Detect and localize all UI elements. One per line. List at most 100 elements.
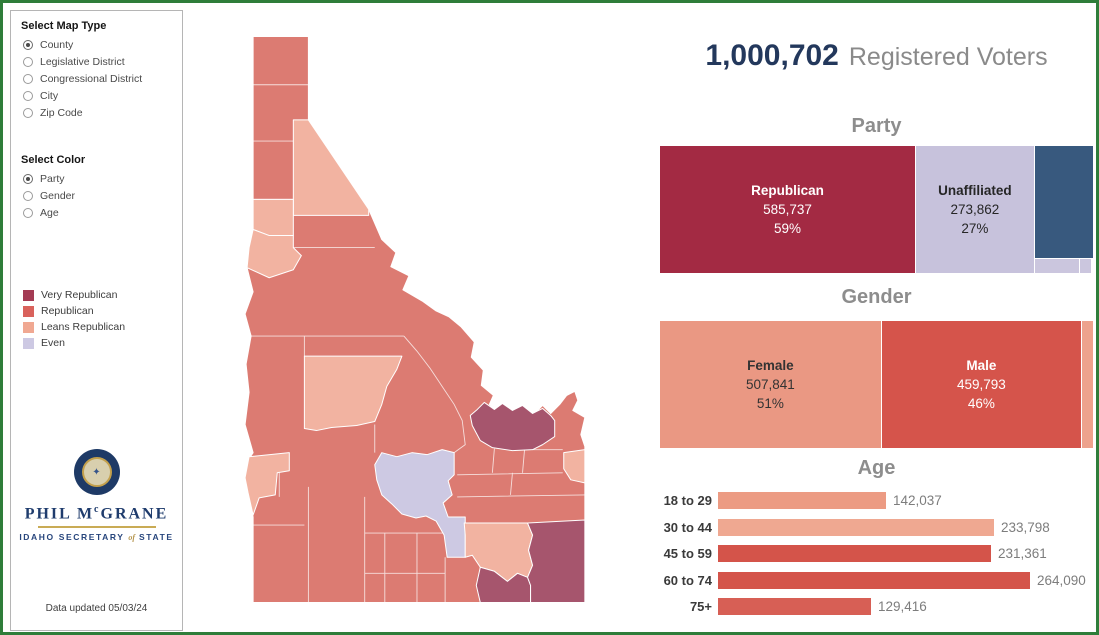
radio-option-maptype-city[interactable]: City bbox=[21, 90, 176, 102]
legend-swatch bbox=[23, 321, 34, 333]
party-minor-column bbox=[1034, 146, 1093, 273]
idaho-map-svg bbox=[244, 35, 586, 603]
segment-name: Female bbox=[747, 357, 794, 373]
idaho-county-map bbox=[231, 21, 613, 627]
age-value-label: 231,361 bbox=[998, 546, 1047, 561]
radio-unselected-icon[interactable] bbox=[23, 91, 33, 101]
segment-value: 507,841 bbox=[746, 376, 795, 392]
registered-voters-header: 1,000,702 Registered Voters bbox=[660, 39, 1093, 73]
segment-value: 459,793 bbox=[957, 376, 1006, 392]
age-row-30-to-44: 30 to 44 233,798 bbox=[660, 518, 1099, 536]
idaho-state-seal-icon: ✦ bbox=[73, 449, 120, 495]
radio-option-maptype-zip-code[interactable]: Zip Code bbox=[21, 107, 176, 119]
legend-item-republican[interactable]: Republican bbox=[23, 305, 176, 317]
legend-label: Republican bbox=[41, 305, 94, 317]
legend-item-very-republican[interactable]: Very Republican bbox=[23, 289, 176, 301]
party-minor-segment[interactable] bbox=[1034, 146, 1093, 258]
radio-option-colorby-gender[interactable]: Gender bbox=[21, 190, 176, 202]
radio-option-label: Gender bbox=[40, 190, 76, 202]
party-minor-footer bbox=[1034, 258, 1093, 273]
age-value-label: 129,416 bbox=[878, 599, 927, 614]
radio-selected-icon[interactable] bbox=[23, 174, 33, 184]
gender-segment-female[interactable]: Female 507,841 51% bbox=[660, 321, 881, 448]
segment-labels: Unaffiliated 273,862 27% bbox=[938, 181, 1012, 238]
party-tiny-segment[interactable] bbox=[1080, 258, 1092, 273]
age-value-label: 264,090 bbox=[1037, 572, 1086, 588]
voter-count: 1,000,702 bbox=[705, 39, 839, 72]
party-tiny-segment[interactable] bbox=[1034, 258, 1080, 273]
party-segment-unaffiliated[interactable]: Unaffiliated 273,862 27% bbox=[916, 146, 1034, 273]
radio-unselected-icon[interactable] bbox=[23, 57, 33, 67]
age-bar[interactable] bbox=[718, 545, 991, 562]
radio-option-maptype-congressional-district[interactable]: Congressional District bbox=[21, 73, 176, 85]
age-bar[interactable] bbox=[718, 518, 994, 536]
segment-percent: 27% bbox=[961, 221, 989, 237]
radio-option-label: County bbox=[40, 39, 74, 51]
legend-swatch bbox=[23, 337, 34, 349]
map-region-nw-lower[interactable] bbox=[246, 229, 302, 279]
segment-name: Republican bbox=[751, 182, 824, 198]
segment-percent: 59% bbox=[773, 221, 802, 237]
age-bar[interactable] bbox=[718, 598, 871, 615]
age-row-45-to-59: 45 to 59 231,361 bbox=[660, 545, 1099, 562]
secretary-subtitle: Idaho Secretary of State bbox=[11, 532, 182, 542]
age-bar[interactable] bbox=[718, 492, 886, 509]
map-region-se-dark[interactable] bbox=[527, 519, 586, 603]
radio-option-maptype-legislative-district[interactable]: Legislative District bbox=[21, 56, 176, 68]
age-row-60-to-74: 60 to 74 264,090 bbox=[660, 571, 1099, 589]
map-region-west-edge[interactable] bbox=[244, 452, 290, 516]
voter-count-label: Registered Voters bbox=[848, 43, 1048, 71]
age-category-label: 60 to 74 bbox=[663, 572, 712, 588]
map-region-nw-mid[interactable] bbox=[252, 198, 294, 237]
segment-value: 585,737 bbox=[763, 201, 812, 217]
map-region-ne-dark[interactable] bbox=[469, 401, 556, 452]
color-by-options: Party Gender Age bbox=[21, 173, 176, 219]
gender-section-title: Gender bbox=[841, 286, 912, 308]
radio-option-label: Party bbox=[40, 173, 65, 185]
radio-option-maptype-county[interactable]: County bbox=[21, 39, 176, 51]
legend-item-leans-republican[interactable]: Leans Republican bbox=[23, 321, 176, 333]
color-by-group: Select Color Party Gender Age bbox=[21, 154, 176, 224]
party-segment-republican[interactable]: Republican 585,737 59% bbox=[660, 146, 916, 273]
party-treemap: Republican 585,737 59% Unaffiliated 273,862 2… bbox=[660, 146, 1093, 273]
age-category-label: 75+ bbox=[689, 599, 712, 614]
legend-label: Very Republican bbox=[41, 289, 118, 301]
segment-labels: Female 507,841 51% bbox=[746, 356, 795, 413]
map-region-east-edge[interactable] bbox=[563, 449, 586, 484]
radio-unselected-icon[interactable] bbox=[23, 108, 33, 118]
gender-minor-segment[interactable] bbox=[1082, 321, 1093, 448]
name-main: Phil M bbox=[24, 505, 95, 523]
legend-swatch bbox=[23, 289, 34, 301]
radio-unselected-icon[interactable] bbox=[23, 191, 33, 201]
radio-option-label: Congressional District bbox=[40, 73, 143, 85]
radio-unselected-icon[interactable] bbox=[23, 208, 33, 218]
age-category-label: 45 to 59 bbox=[663, 546, 712, 561]
radio-unselected-icon[interactable] bbox=[23, 74, 33, 84]
radio-option-colorby-party[interactable]: Party bbox=[21, 173, 176, 185]
map-region-center-west[interactable] bbox=[303, 355, 403, 432]
segment-name: Male bbox=[966, 357, 997, 373]
legend-swatch bbox=[23, 305, 34, 317]
segment-labels: Male 459,793 46% bbox=[957, 356, 1006, 413]
age-bar[interactable] bbox=[718, 571, 1030, 589]
gender-minor-column bbox=[1082, 321, 1093, 448]
party-section-title: Party bbox=[851, 115, 902, 137]
segment-value: 273,862 bbox=[950, 201, 1000, 217]
radio-option-label: Legislative District bbox=[40, 56, 125, 68]
gender-segment-male[interactable]: Male 459,793 46% bbox=[881, 321, 1081, 448]
radio-option-colorby-age[interactable]: Age bbox=[21, 207, 176, 219]
age-value-label: 233,798 bbox=[1001, 519, 1050, 535]
legend-item-even[interactable]: Even bbox=[23, 337, 176, 349]
map-region-nw-upper[interactable] bbox=[292, 119, 370, 216]
secretary-of-state-branding: ✦ Phil McGrane Idaho Secretary of State bbox=[11, 449, 182, 542]
age-row-18-to-29: 18 to 29 142,037 bbox=[660, 492, 1099, 509]
map-type-title: Select Map Type bbox=[21, 20, 107, 32]
age-bar-chart: 18 to 29 142,037 30 to 44 233,798 45 to 59 23… bbox=[660, 492, 1099, 625]
age-value-label: 142,037 bbox=[893, 493, 942, 508]
color-by-title: Select Color bbox=[21, 154, 86, 166]
radio-selected-icon[interactable] bbox=[23, 40, 33, 50]
name-superscript: c bbox=[94, 504, 101, 515]
data-updated-note: Data updated 05/03/24 bbox=[45, 603, 148, 614]
legend-label: Leans Republican bbox=[41, 321, 126, 333]
segment-name: Unaffiliated bbox=[938, 182, 1012, 198]
